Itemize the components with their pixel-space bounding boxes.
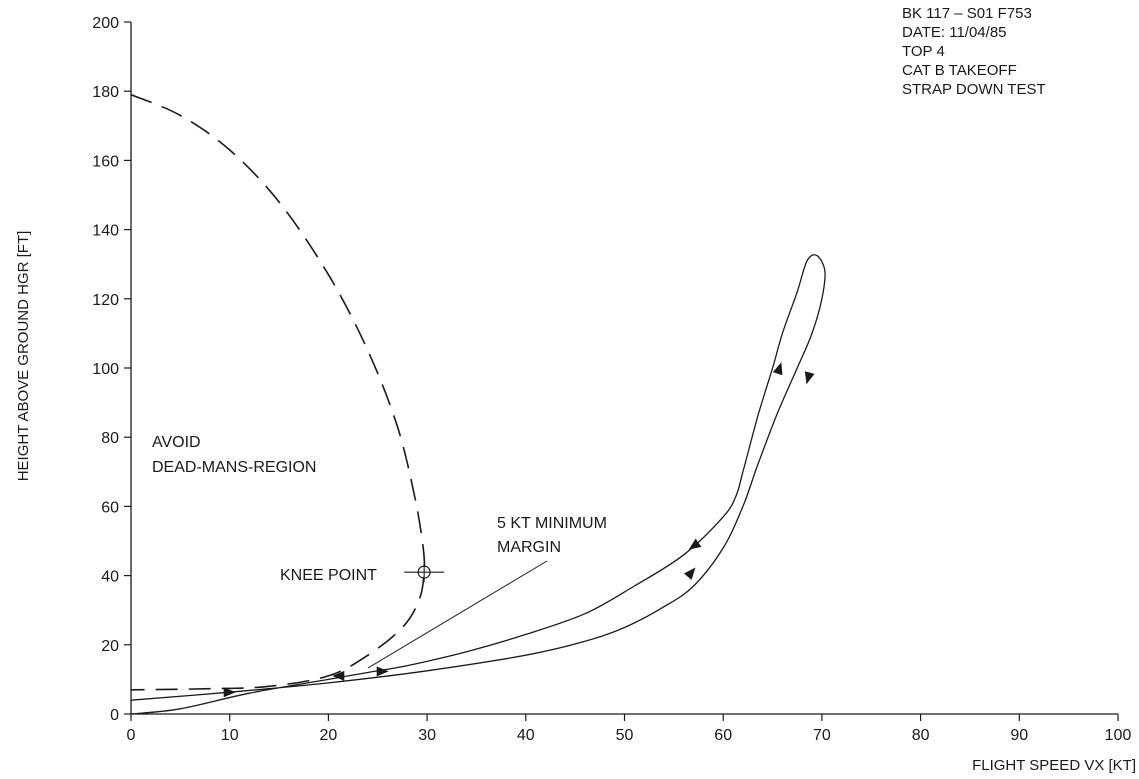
- x-tick-label: 40: [517, 727, 535, 744]
- info-line-procedure: CAT B TAKEOFF: [902, 62, 1017, 79]
- knee-point-label: KNEE POINT: [280, 567, 377, 584]
- direction-arrow-left: [332, 670, 345, 681]
- y-axis-ticks: 0 20 40 60 80 100 120 140 160 180 200: [92, 15, 131, 724]
- avoid-label: AVOID: [152, 434, 201, 451]
- y-tick-label: 100: [92, 361, 119, 378]
- series-group: [130, 93, 826, 715]
- knee-point-marker: [404, 562, 445, 583]
- direction-arrows: [223, 362, 815, 698]
- direction-arrow-right: [223, 687, 236, 698]
- x-tick-label: 60: [714, 727, 732, 744]
- axes: [130, 22, 1118, 715]
- x-tick-label: 30: [418, 727, 436, 744]
- x-tick-label: 100: [1105, 727, 1132, 744]
- direction-arrow-up: [772, 362, 783, 376]
- info-line-aircraft: BK 117 – S01 F753: [902, 5, 1032, 22]
- margin-label-line1: 5 KT MINIMUM: [497, 515, 607, 532]
- y-tick-label: 180: [92, 84, 119, 101]
- y-tick-label: 80: [101, 430, 119, 447]
- y-axis-label: HEIGHT ABOVE GROUND HGR [FT]: [15, 231, 32, 482]
- direction-arrow-up-right: [683, 567, 696, 580]
- x-axis-label: FLIGHT SPEED VX [KT]: [972, 757, 1136, 774]
- direction-arrow-down-left: [688, 538, 702, 550]
- y-tick-label: 0: [110, 707, 119, 724]
- y-tick-label: 120: [92, 292, 119, 309]
- flight-path-line: [130, 254, 826, 715]
- x-tick-label: 90: [1010, 727, 1028, 744]
- y-tick-label: 160: [92, 153, 119, 170]
- dead-mans-boundary-line: [130, 93, 426, 691]
- x-tick-label: 20: [320, 727, 338, 744]
- x-tick-label: 0: [127, 727, 136, 744]
- x-axis-ticks: 0 10 20 30 40 50 60 70 80 90 100: [127, 714, 1132, 744]
- annotations: AVOID DEAD-MANS-REGION 5 KT MINIMUM MARG…: [152, 434, 607, 669]
- y-tick-label: 140: [92, 223, 119, 240]
- direction-arrow-right: [376, 666, 389, 677]
- x-tick-label: 10: [221, 727, 239, 744]
- info-line-test: STRAP DOWN TEST: [902, 81, 1046, 98]
- y-tick-label: 20: [101, 638, 119, 655]
- x-tick-label: 50: [616, 727, 634, 744]
- x-tick-label: 80: [912, 727, 930, 744]
- info-line-top: TOP 4: [902, 43, 945, 60]
- y-tick-label: 200: [92, 15, 119, 32]
- dead-mans-region-label: DEAD-MANS-REGION: [152, 459, 316, 476]
- margin-label-line2: MARGIN: [497, 539, 561, 556]
- y-tick-label: 40: [101, 569, 119, 586]
- test-info-block: BK 117 – S01 F753 DATE: 11/04/85 TOP 4 C…: [902, 4, 1046, 99]
- direction-arrow-down: [804, 371, 815, 385]
- y-tick-label: 60: [101, 499, 119, 516]
- info-line-date: DATE: 11/04/85: [902, 24, 1007, 41]
- x-tick-label: 70: [813, 727, 831, 744]
- margin-leader-line: [367, 560, 548, 669]
